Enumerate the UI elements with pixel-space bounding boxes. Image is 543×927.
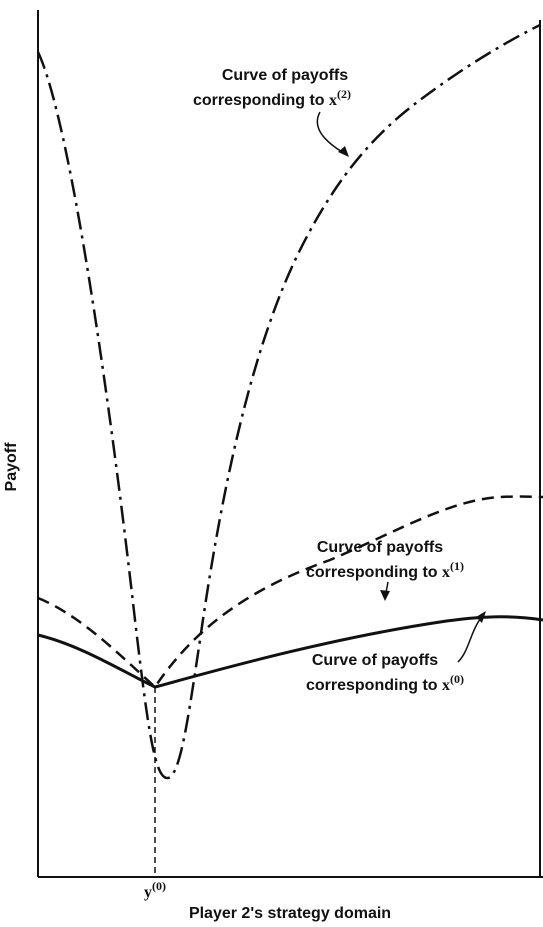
curve-label-line1: Curve of payoffs: [312, 652, 438, 669]
curve-label-line1: Curve of payoffs: [317, 539, 443, 556]
y-axis-label: Payoff: [3, 442, 20, 492]
curve-x0: [37, 615, 543, 689]
curve-x2: [36, 23, 541, 780]
curve-label-line1: Curve of payoffs: [222, 67, 348, 84]
x-axis-label: Player 2's strategy domain: [189, 905, 391, 922]
curve-label-line2: corresponding to x(0): [306, 672, 464, 694]
curve-label-line2: corresponding to x(1): [306, 559, 464, 581]
arrowhead-x2: [338, 146, 349, 157]
point-label: y(0): [144, 879, 166, 901]
curve-x1: [37, 495, 543, 689]
arrowhead-x1: [380, 590, 390, 601]
curve-label-line2: corresponding to x(2): [193, 87, 351, 109]
arrowhead-x0: [476, 611, 486, 623]
arrow-x0: [457, 613, 485, 663]
